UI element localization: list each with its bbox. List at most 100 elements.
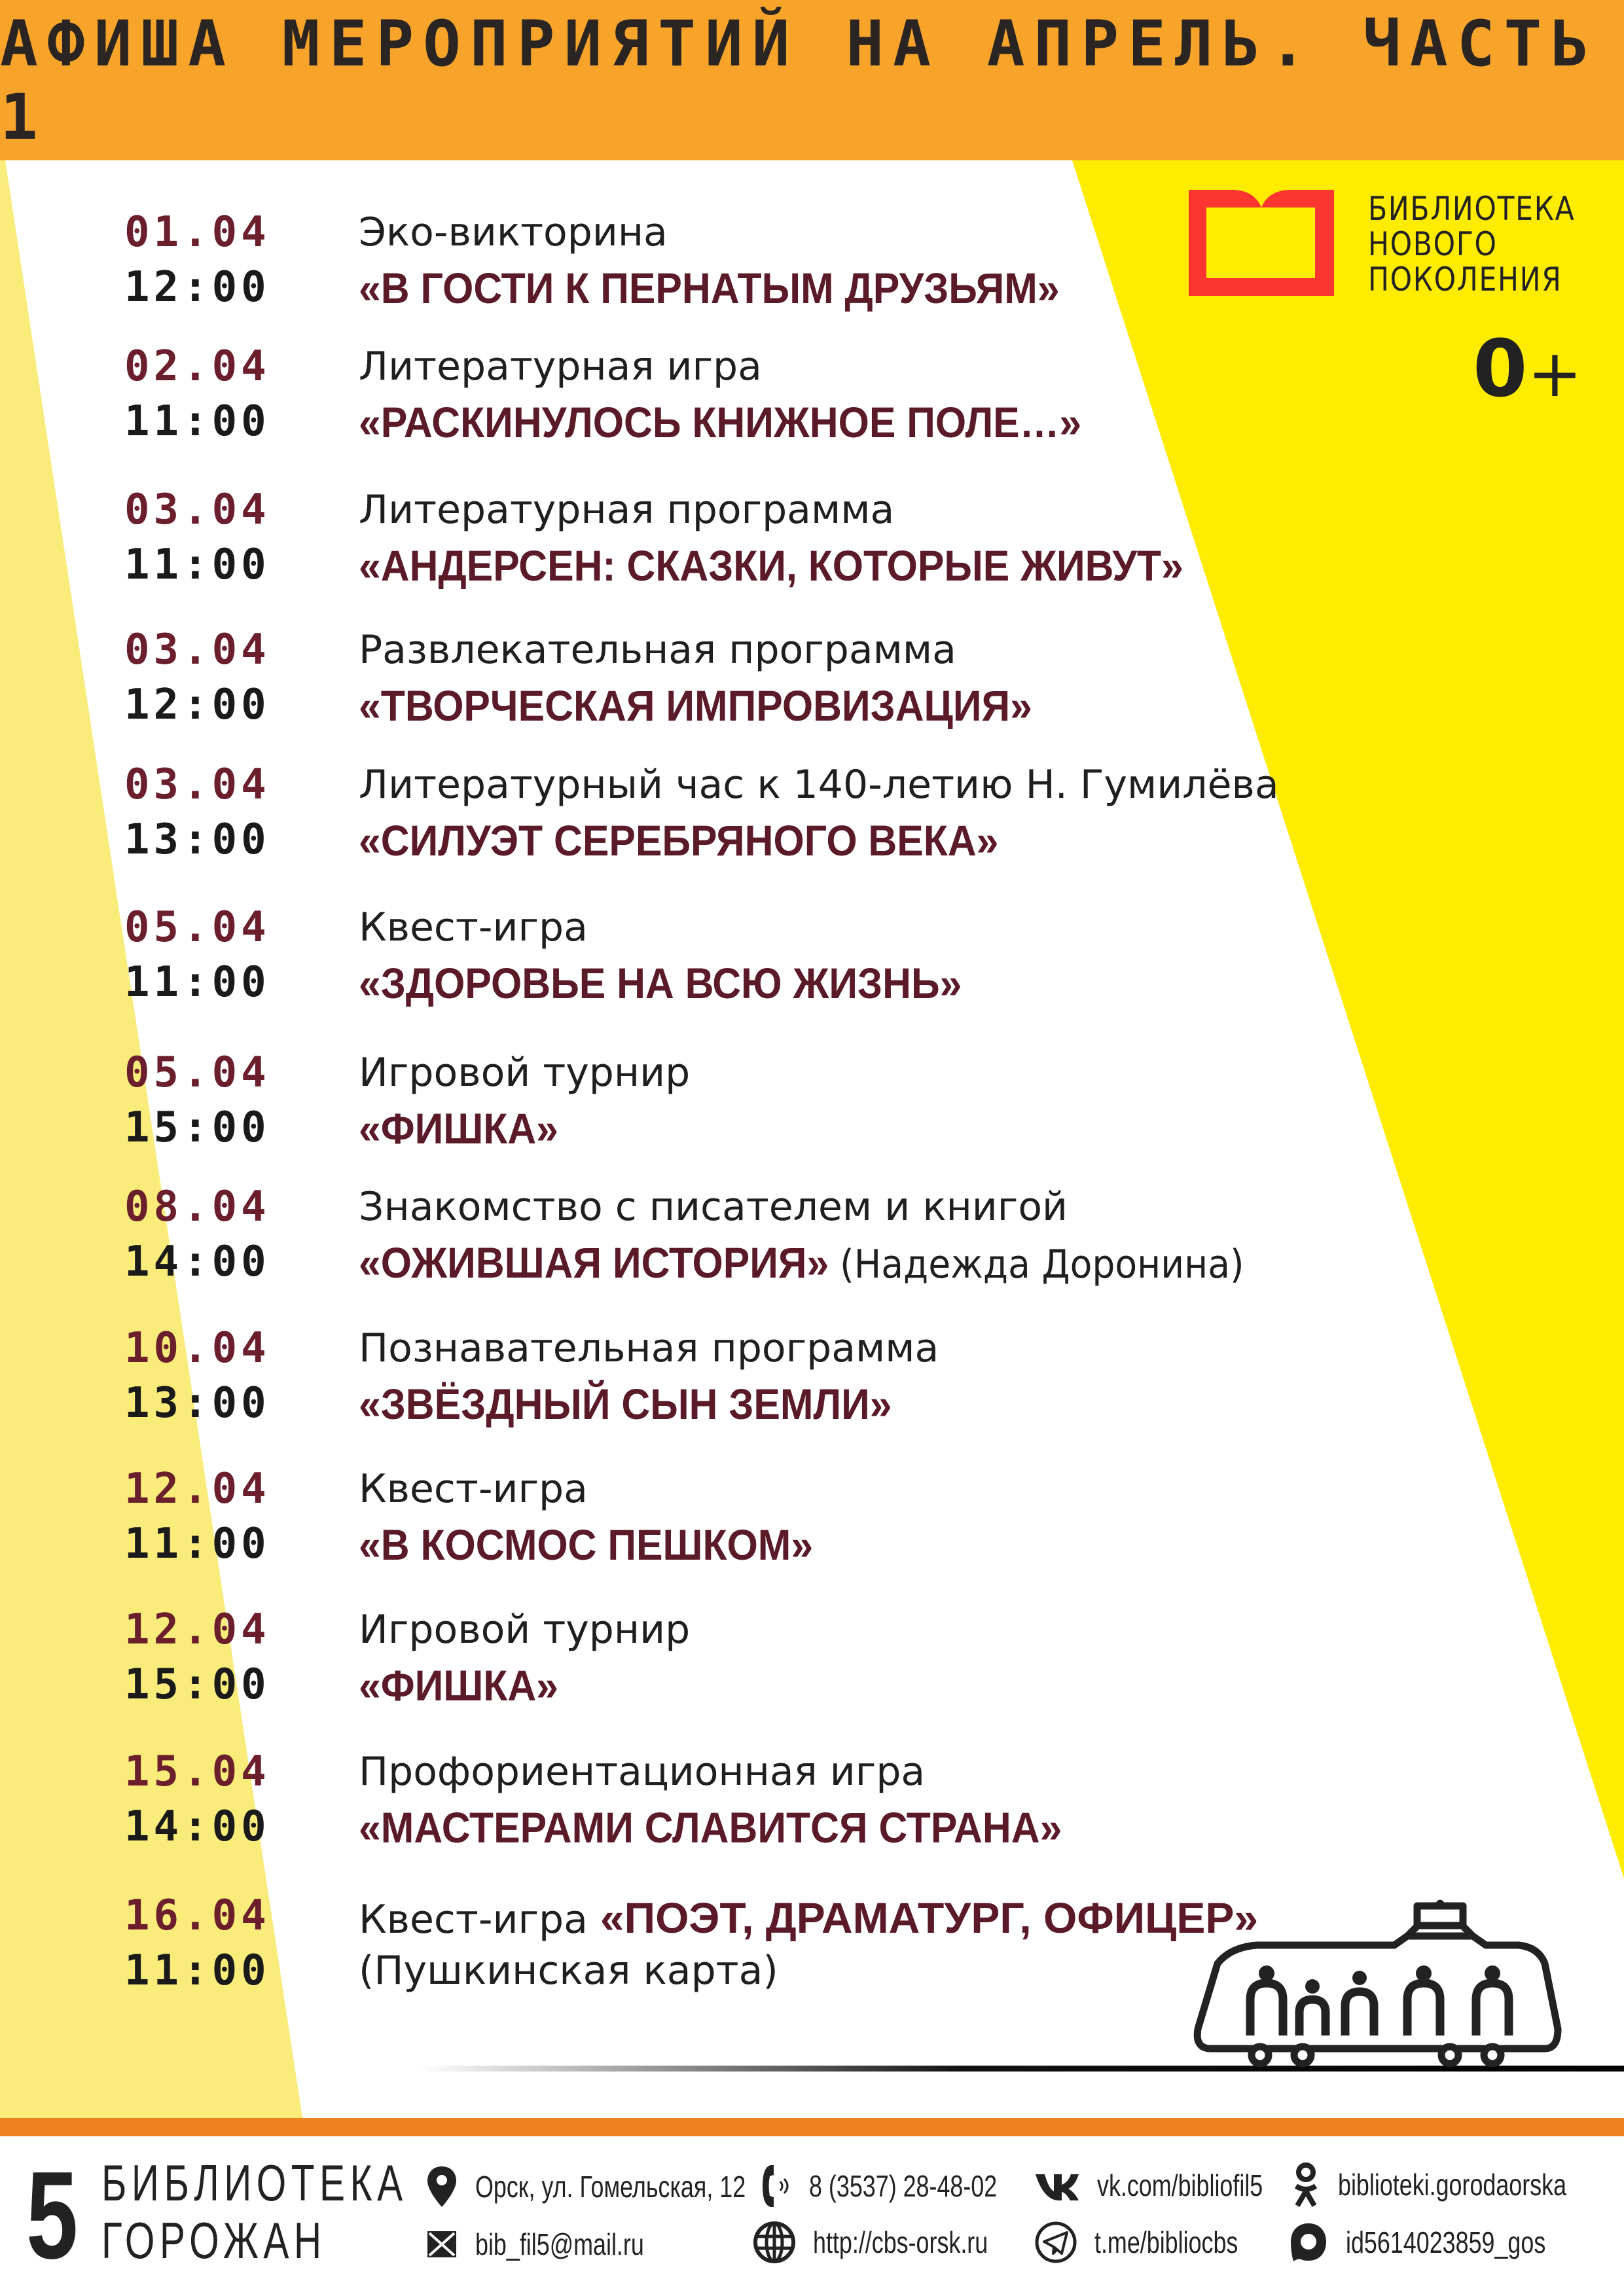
event-title: «В ГОСТИ К ПЕРНАТЫМ ДРУЗЬЯМ» (359, 264, 1060, 312)
event-note: (Пушкинская карта) (359, 1948, 778, 1994)
event-type: Литературная программа (359, 487, 895, 533)
footer-telegram[interactable]: t.me/bibliocbs (1034, 2221, 1278, 2264)
event-item: 12.04 11:00 Квест-игра «В КОСМОС ПЕШКОМ» (0, 1465, 1309, 1583)
event-item: 03.04 11:00 Литературная программа «АНДЕ… (0, 486, 1309, 603)
event-time: 12:00 (124, 681, 270, 729)
event-date: 01.04 (124, 208, 270, 257)
event-title: «ЗДОРОВЬЕ НА ВСЮ ЖИЗНЬ» (359, 959, 962, 1007)
event-type: Познавательная программа (359, 1325, 939, 1371)
footer-vk[interactable]: vk.com/bibliofil5 (1034, 2168, 1310, 2203)
event-title-line: «В КОСМОС ПЕШКОМ» (359, 1520, 813, 1570)
event-title-line: «ЗДОРОВЬЕ НА ВСЮ ЖИЗНЬ» (359, 958, 962, 1008)
event-time: 11:00 (124, 1520, 270, 1568)
logo-text: БИБЛИОТЕКА НОВОГО ПОКОЛЕНИЯ (1368, 191, 1575, 297)
max-messenger-icon (1291, 2223, 1326, 2261)
footer-logo-number: 5 (26, 2146, 79, 2285)
event-title-line: «СИЛУЭТ СЕРЕБРЯНОГО ВЕКА» (359, 816, 998, 865)
map-pin-icon (427, 2166, 456, 2207)
event-time: 11:00 (124, 958, 270, 1007)
event-title: «РАСКИНУЛОСЬ КНИЖНОЕ ПОЛЕ…» (359, 398, 1082, 446)
logo-line: ПОКОЛЕНИЯ (1368, 260, 1562, 298)
footer-site[interactable]: http://cbs-orsk.ru (753, 2221, 1038, 2264)
event-type: Квест-игра «ПОЭТ, ДРАМАТУРГ, ОФИЦЕР» (359, 1893, 1258, 1943)
event-type: Знакомство с писателем и книгой (359, 1184, 1068, 1230)
event-time: 11:00 (124, 397, 270, 446)
event-date: 03.04 (124, 626, 270, 674)
event-type: Эко-викторина (359, 209, 668, 255)
event-type: Квест-игра (359, 905, 588, 950)
event-item: 03.04 12:00 Развлекательная программа «Т… (0, 626, 1309, 744)
logo-line: НОВОГО (1368, 225, 1498, 263)
event-type: Литературный час к 140-летию Н. Гумилёва (359, 762, 1279, 808)
age-value: 0 (1473, 324, 1528, 415)
event-type: Игровой турнир (359, 1607, 691, 1653)
footer-ok[interactable]: biblioteki.gorodaorska (1291, 2161, 1624, 2208)
page-title: АФИША МЕРОПРИЯТИЙ НА АПРЕЛЬ. ЧАСТЬ 1 (0, 7, 1598, 154)
footer-email[interactable]: bib_fil5@mail.ru (425, 2227, 692, 2262)
event-type: Литературная игра (359, 344, 762, 389)
site-text: http://cbs-orsk.ru (813, 2225, 988, 2259)
event-item: 05.04 15:00 Игровой турнир «ФИШКА» (0, 1049, 1309, 1166)
telegram-icon (1035, 2221, 1077, 2263)
footer-phone[interactable]: 8 (3537) 28-48-02 (759, 2163, 1050, 2209)
event-item: 02.04 11:00 Литературная игра «РАСКИНУЛО… (0, 342, 1309, 460)
event-date: 02.04 (124, 342, 270, 391)
event-time: 15:00 (124, 1660, 270, 1709)
event-title-line: «РАСКИНУЛОСЬ КНИЖНОЕ ПОЛЕ…» (359, 397, 1081, 447)
event-time: 12:00 (124, 263, 270, 312)
event-title: «ФИШКА» (359, 1661, 558, 1710)
event-time: 14:00 (124, 1238, 270, 1286)
event-item: 15.04 14:00 Профориентационная игра «МАС… (0, 1748, 1309, 1865)
footer-max[interactable]: id5614023859_gos (1288, 2221, 1602, 2264)
email-text: bib_fil5@mail.ru (475, 2227, 644, 2261)
event-title-line: «ТВОРЧЕСКАЯ ИМПРОВИЗАЦИЯ» (359, 681, 1032, 730)
event-date: 12.04 (124, 1605, 270, 1654)
event-title: «ФИШКА» (359, 1104, 558, 1153)
age-plus: + (1527, 335, 1583, 412)
event-title: «ОЖИВШАЯ ИСТОРИЯ» (359, 1238, 829, 1287)
vk-icon (1036, 2174, 1079, 2200)
event-item: 12.04 15:00 Игровой турнир «ФИШКА» (0, 1605, 1309, 1723)
event-time: 11:00 (124, 1946, 270, 1995)
event-date: 03.04 (124, 486, 270, 534)
event-date: 15.04 (124, 1748, 270, 1796)
event-title: «ПОЭТ, ДРАМАТУРГ, ОФИЦЕР» (600, 1893, 1259, 1942)
event-type-text: Квест-игра (359, 1897, 588, 1943)
event-title-line: «В ГОСТИ К ПЕРНАТЫМ ДРУЗЬЯМ» (359, 263, 1060, 313)
event-date: 10.04 (124, 1324, 270, 1372)
event-item: 05.04 11:00 Квест-игра «ЗДОРОВЬЕ НА ВСЮ … (0, 903, 1309, 1021)
event-time: 11:00 (124, 541, 270, 589)
pale-yellow-stripe (0, 160, 302, 2118)
event-date: 05.04 (124, 1049, 270, 1097)
envelope-icon (427, 2231, 456, 2257)
yellow-stripe (1072, 160, 1624, 1878)
event-date: 05.04 (124, 903, 270, 952)
event-title-line: «ЗВЁЗДНЫЙ СЫН ЗЕМЛИ» (359, 1379, 892, 1429)
event-title-line: «ФИШКА» (359, 1103, 558, 1153)
age-rating: 0+ (1473, 324, 1582, 415)
event-title: «ЗВЁЗДНЫЙ СЫН ЗЕМЛИ» (359, 1380, 892, 1428)
tram-rail-line (419, 2066, 1624, 2072)
event-title-line: «МАСТЕРАМИ СЛАВИТСЯ СТРАНА» (359, 1803, 1062, 1852)
logo-line: БИБЛИОТЕКА (1368, 190, 1576, 228)
event-type: Игровой турнир (359, 1050, 691, 1096)
event-time: 15:00 (124, 1103, 270, 1152)
event-date: 16.04 (124, 1892, 270, 1940)
event-time: 13:00 (124, 816, 270, 864)
footer-logo-line1: БИБЛИОТЕКА (101, 2154, 408, 2212)
event-title: «В КОСМОС ПЕШКОМ» (359, 1520, 814, 1569)
header-banner: АФИША МЕРОПРИЯТИЙ НА АПРЕЛЬ. ЧАСТЬ 1 (0, 0, 1624, 160)
odnoklassniki-icon (1294, 2162, 1318, 2208)
event-item: 16.04 11:00 Квест-игра «ПОЭТ, ДРАМАТУРГ,… (0, 1892, 1309, 2009)
footer-logo-line2: ГОРОЖАН (101, 2212, 327, 2269)
event-date: 12.04 (124, 1465, 270, 1513)
event-date: 03.04 (124, 761, 270, 809)
event-title: «АНДЕРСЕН: СКАЗКИ, КОТОРЫЕ ЖИВУТ» (359, 541, 1183, 590)
max-text: id5614023859_gos (1346, 2225, 1546, 2259)
library-book-logo-icon (1189, 190, 1334, 296)
event-title-line: «ОЖИВШАЯ ИСТОРИЯ» (Надежда Доронина) (359, 1238, 1244, 1287)
event-title: «СИЛУЭТ СЕРЕБРЯНОГО ВЕКА» (359, 816, 999, 865)
event-item: 03.04 13:00 Литературный час к 140-летию… (0, 761, 1309, 878)
phone-text: 8 (3537) 28-48-02 (809, 2169, 998, 2203)
